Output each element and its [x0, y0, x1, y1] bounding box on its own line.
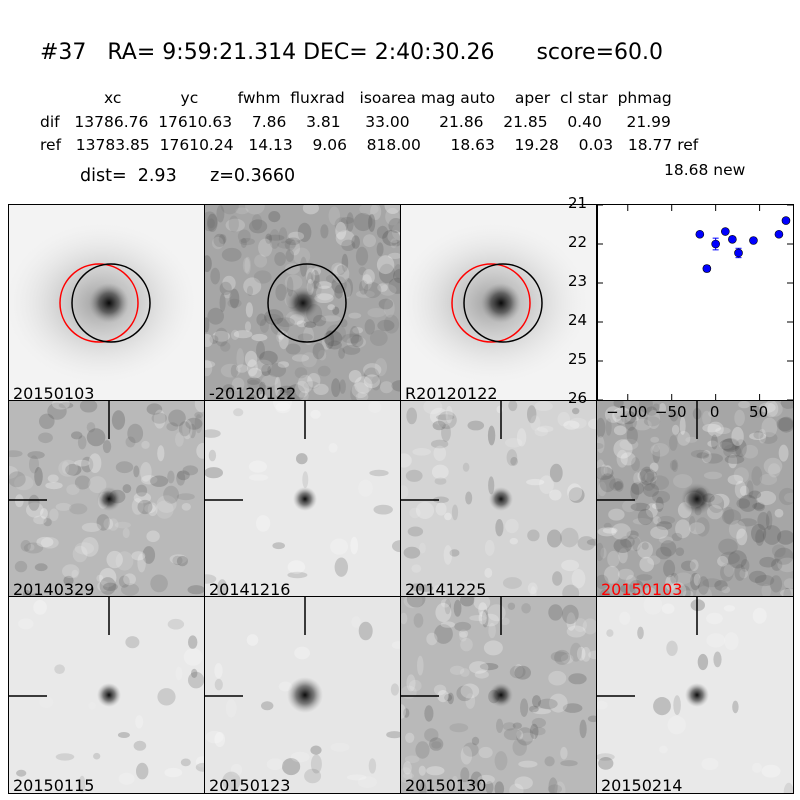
stamp-image: [9, 597, 205, 793]
stamp-e2: 20141216: [204, 400, 402, 598]
stamp-date-label: 20141216: [209, 580, 291, 598]
y-tick-label: 26: [568, 389, 588, 407]
light-curve-svg: [597, 205, 793, 400]
source-blob: [89, 283, 129, 323]
source-blob: [293, 487, 317, 511]
stamp-e7: 20150130: [400, 596, 598, 794]
stamp-ref: R20120122: [400, 204, 598, 402]
stamp-date-label: 20150103: [13, 384, 95, 402]
column-headers: xc yc fwhm fluxrad isoarea mag auto aper…: [104, 89, 672, 107]
stamp-date-label: 20150115: [13, 776, 95, 794]
data-point-0: [695, 229, 705, 239]
black-aperture-circle: [267, 263, 347, 343]
stamp-image: [205, 401, 401, 597]
stamp-image: [597, 597, 793, 793]
x-tick-label: 0: [709, 403, 720, 421]
stamp-image: [401, 597, 597, 793]
data-point-2: [711, 237, 720, 251]
data-point-3: [721, 227, 730, 236]
data-point-7: [774, 229, 784, 239]
stamp-image: [597, 401, 793, 597]
stamp-date-label: -20120122: [209, 384, 297, 402]
source-blob: [97, 683, 121, 707]
stamp-e4: 20150103: [596, 400, 794, 598]
new-mag: 18.68 new: [664, 161, 746, 179]
stamp-e1: 20140329: [8, 400, 206, 598]
source-blob: [97, 487, 121, 511]
stamp-e6: 20150123: [204, 596, 402, 794]
stamp-date-label: 20140329: [13, 580, 95, 598]
stamp-date-label: 20150130: [405, 776, 487, 794]
y-tick-label: 21: [568, 194, 588, 212]
red-aperture-circle: [59, 263, 139, 343]
stamp-image: [401, 223, 588, 383]
ref-row: ref 13783.85 17610.24 14.13 9.06 818.00 …: [40, 136, 699, 154]
dif-row: dif 13786.76 17610.63 7.86 3.81 33.00 21…: [40, 113, 671, 131]
source-blob: [287, 287, 319, 319]
y-tick-label: 22: [568, 233, 588, 251]
stamp-e5: 20150115: [8, 596, 206, 794]
source-blob: [481, 283, 521, 323]
source-blob: [489, 683, 513, 707]
stamp-image: [205, 205, 401, 401]
light-curve-chart: [596, 204, 794, 401]
stamp-e8: 20150214: [596, 596, 794, 794]
black-aperture-circle: [71, 263, 151, 343]
stamp-image: [9, 401, 205, 597]
source-blob: [685, 683, 709, 707]
dist-redshift-line: dist= 2.93 z=0.3660: [80, 166, 296, 186]
x-tick-label: 50: [749, 403, 769, 421]
source-blob: [681, 483, 713, 515]
candidate-title: #37 RA= 9:59:21.314 DEC= 2:40:30.26 scor…: [40, 40, 663, 65]
stamp-diff: -20120122: [204, 204, 402, 402]
data-point-1: [702, 264, 712, 273]
y-tick-label: 25: [568, 350, 588, 368]
data-point-4: [728, 235, 737, 244]
stamp-date-label: 20141225: [405, 580, 487, 598]
red-aperture-circle: [451, 263, 531, 343]
stamp-new: 20150103: [8, 204, 206, 402]
stamp-image: [205, 597, 401, 791]
source-blob: [287, 677, 323, 713]
stamp-date-label: 20150103: [601, 580, 683, 598]
y-tick-label: 23: [568, 272, 588, 290]
data-point-5: [734, 247, 743, 259]
y-tick-label: 24: [568, 311, 588, 329]
data-point-8: [781, 216, 791, 225]
stamp-image: [9, 223, 196, 383]
stamp-date-label: 20150214: [601, 776, 683, 794]
stamp-date-label: 20150123: [209, 776, 291, 794]
x-tick-label: −100: [606, 403, 648, 421]
x-tick-label: −50: [654, 403, 687, 421]
stamp-e3: 20141225: [400, 400, 598, 598]
black-aperture-circle: [463, 263, 543, 343]
source-blob: [489, 487, 513, 511]
stamp-date-label: R20120122: [405, 384, 498, 402]
data-point-6: [749, 236, 758, 245]
stamp-image: [401, 401, 597, 597]
